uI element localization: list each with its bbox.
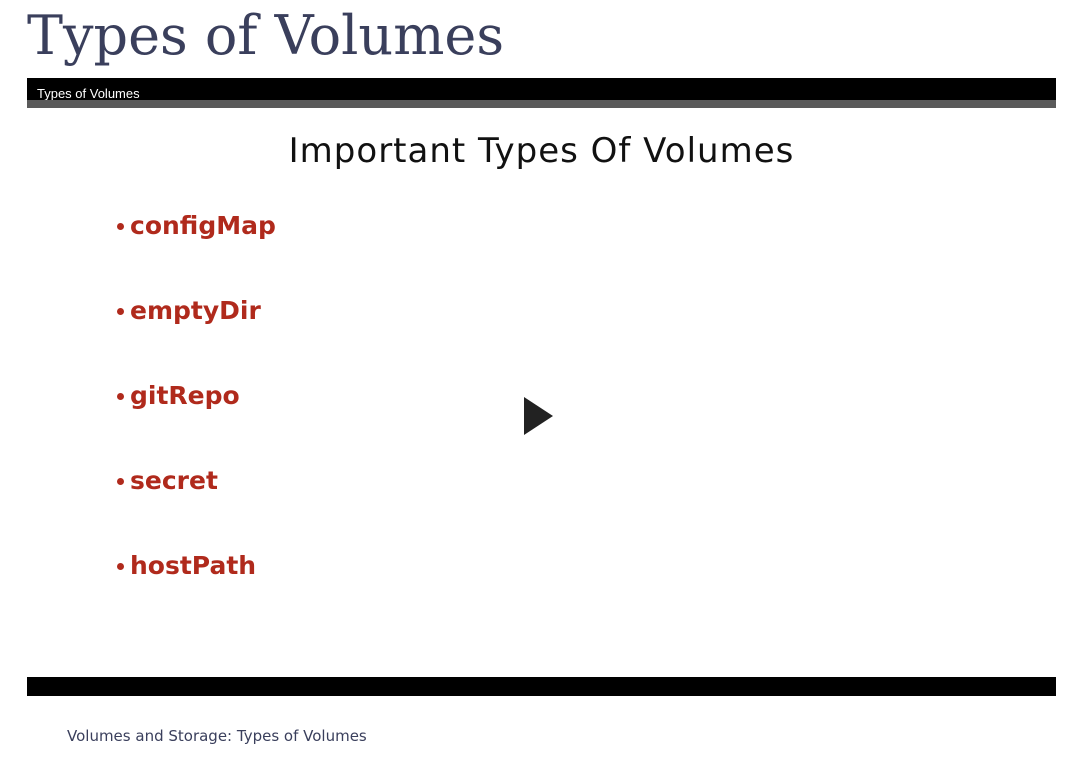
list-item: emptyDir bbox=[115, 295, 276, 380]
list-item: secret bbox=[115, 465, 276, 550]
page-title: Types of Volumes bbox=[27, 4, 505, 67]
list-item-label: emptyDir bbox=[130, 296, 261, 325]
bullet-icon bbox=[117, 478, 124, 485]
list-item: gitRepo bbox=[115, 380, 276, 465]
list-item-label: gitRepo bbox=[130, 381, 240, 410]
video-player[interactable]: Types of Volumes Important Types Of Volu… bbox=[27, 78, 1056, 696]
video-control-bar[interactable] bbox=[27, 677, 1056, 696]
play-icon bbox=[524, 397, 553, 435]
list-item: configMap bbox=[115, 210, 276, 295]
play-button[interactable] bbox=[522, 396, 556, 436]
video-slide: Important Types Of Volumes configMap emp… bbox=[27, 108, 1056, 677]
list-item-label: hostPath bbox=[130, 551, 257, 580]
video-title: Types of Volumes bbox=[37, 86, 140, 101]
bullet-icon bbox=[117, 563, 124, 570]
bullet-icon bbox=[117, 223, 124, 230]
list-item-label: secret bbox=[130, 466, 218, 495]
bullet-icon bbox=[117, 393, 124, 400]
volume-type-list: configMap emptyDir gitRepo secret hostPa… bbox=[115, 210, 276, 635]
slide-heading: Important Types Of Volumes bbox=[288, 131, 795, 171]
video-title-bar: Types of Volumes bbox=[27, 78, 1056, 108]
video-caption: Volumes and Storage: Types of Volumes bbox=[67, 727, 367, 745]
bullet-icon bbox=[117, 308, 124, 315]
video-title-bar-strip bbox=[27, 100, 1056, 108]
list-item-label: configMap bbox=[130, 211, 276, 240]
list-item: hostPath bbox=[115, 550, 276, 635]
